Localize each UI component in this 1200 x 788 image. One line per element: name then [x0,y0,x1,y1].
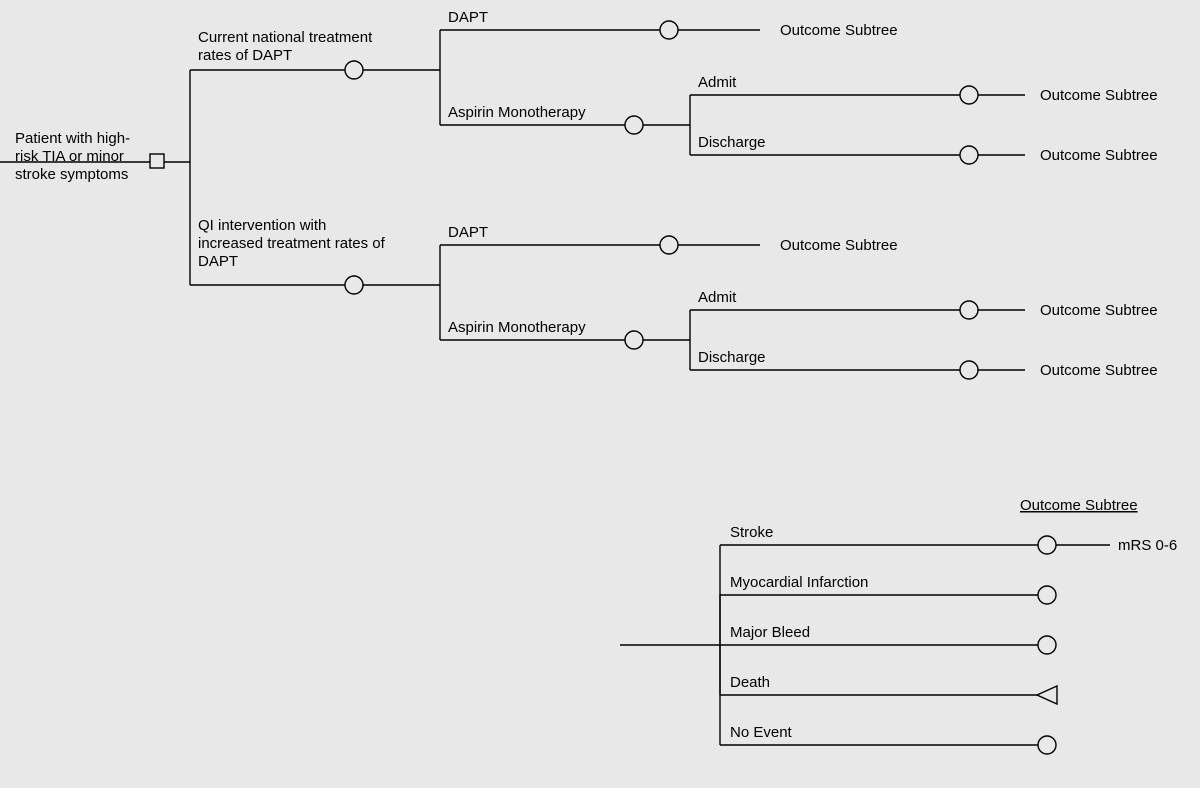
tree-label: Discharge [698,134,766,151]
tree-label: Admit [698,74,737,91]
tree-label: Discharge [698,349,766,366]
decision-tree-diagram: Patient with high-risk TIA or minorstrok… [0,0,1200,788]
tree-label: Stroke [730,524,773,541]
chance-node-icon [345,276,363,294]
chance-node-icon [1038,636,1056,654]
tree-label: Outcome Subtree [780,237,898,254]
tree-label: Outcome Subtree [1040,362,1158,379]
tree-label: Outcome Subtree [1040,87,1158,104]
chance-node-icon [1038,736,1056,754]
decision-node-icon [150,154,164,168]
chance-node-icon [1038,536,1056,554]
chance-node-icon [1038,586,1056,604]
chance-node-icon [960,86,978,104]
tree-label: Aspirin Monotherapy [448,104,586,121]
tree-label: DAPT [448,9,488,26]
chance-node-icon [625,331,643,349]
chance-node-icon [660,21,678,39]
chance-node-icon [660,236,678,254]
tree-label: Outcome Subtree [780,22,898,39]
tree-label: No Event [730,724,793,741]
chance-node-icon [345,61,363,79]
tree-label: Outcome Subtree [1040,302,1158,319]
tree-label: Current national treatmentrates of DAPT [198,29,373,64]
tree-label: DAPT [448,224,488,241]
chance-node-icon [960,146,978,164]
outcome-subtree-title: Outcome Subtree [1020,497,1138,514]
tree-label: mRS 0-6 [1118,537,1177,554]
tree-label: Admit [698,289,737,306]
chance-node-icon [960,301,978,319]
tree-label: Aspirin Monotherapy [448,319,586,336]
tree-label: Death [730,674,770,691]
terminal-node-icon [1037,686,1057,704]
tree-label: Outcome Subtree [1040,147,1158,164]
tree-label: Major Bleed [730,624,810,641]
tree-label: QI intervention withincreased treatment … [198,217,386,270]
root-label: Patient with high-risk TIA or minorstrok… [15,130,130,183]
chance-node-icon [960,361,978,379]
tree-label: Myocardial Infarction [730,574,868,591]
chance-node-icon [625,116,643,134]
